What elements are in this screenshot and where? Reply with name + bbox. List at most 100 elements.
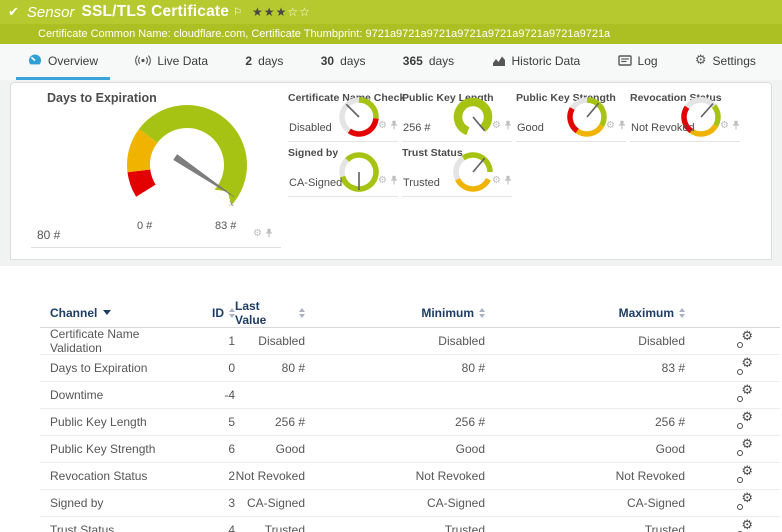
tab-historic-data[interactable]: Historic Data (480, 44, 593, 80)
cell-min: 80 # (461, 361, 485, 375)
gauge-settings-icon[interactable]: ⚙ (492, 120, 501, 131)
stars-filled[interactable]: ★★★ (252, 5, 288, 19)
channel-settings-icon[interactable]: ⚙ (737, 411, 753, 429)
gauge-cell-trust-status: Trust Status Trusted ⚙ (402, 142, 512, 197)
gauge-current-value: 80 # (37, 228, 61, 242)
gauge-cell-tools: ⚙ (720, 117, 740, 135)
cell-channel-name: Revocation Status (50, 469, 148, 483)
tab-30-days[interactable]: 30 days (309, 44, 378, 80)
sensor-kind-label: Sensor (26, 3, 75, 21)
chart-icon (492, 55, 506, 67)
tab-log[interactable]: Log (606, 44, 670, 80)
certificate-info-text: Certificate Common Name: cloudflare.com,… (38, 28, 611, 40)
cell-channel-name: Downtime (50, 388, 104, 402)
cell-last: Trusted (264, 523, 305, 532)
sort-icon (479, 307, 485, 318)
flag-icon[interactable]: ⚐ (233, 6, 243, 18)
gauge-pin-icon[interactable] (618, 117, 626, 135)
cell-min: CA-Signed (426, 496, 485, 510)
column-label: Minimum (421, 305, 474, 320)
gauge-title: Days to Expiration (47, 91, 157, 105)
cell-id: 1 (228, 334, 235, 348)
channel-settings-icon[interactable]: ⚙ (737, 384, 753, 402)
channel-settings-icon[interactable]: ⚙ (737, 465, 753, 483)
tab-365-days[interactable]: 365 days (391, 44, 466, 80)
table-row: Certificate Name Validation 1 Disabled Disa… (40, 327, 780, 355)
priority-stars[interactable]: ★★★☆☆ (252, 5, 311, 19)
column-header-max[interactable]: Maximum (485, 306, 685, 320)
gauge-title: Signed by (288, 147, 339, 159)
gauge-settings-icon[interactable]: ⚙ (720, 120, 729, 131)
cell-channel-name: Trust Status (50, 523, 115, 532)
cell-last: CA-Signed (246, 496, 305, 510)
tab-label: Settings (712, 53, 756, 68)
cell-min: Not Revoked (415, 469, 485, 483)
gauge-cell-certificate-name-check: Certificate Name Check Disabled ⚙ (288, 87, 406, 142)
stars-empty[interactable]: ☆☆ (287, 5, 311, 19)
channel-settings-icon[interactable]: ⚙ (737, 330, 753, 348)
sensor-header: ✔ Sensor SSL/TLS Certificate ⚐ ★★★☆☆ (0, 0, 782, 24)
tab-2-days[interactable]: 2 days (233, 44, 295, 80)
gauge-end-marker: x (229, 199, 235, 209)
tab-label: days (428, 53, 455, 68)
cell-actions: ⚙ (685, 357, 780, 375)
trust-status-gauge (453, 152, 493, 192)
column-header-channel[interactable]: Channel (40, 306, 190, 320)
gauge-pin-icon[interactable] (390, 117, 398, 135)
sort-icon (229, 307, 235, 318)
sort-desc-icon (103, 310, 112, 315)
gauge-value: 256 # (403, 122, 431, 134)
cell-actions: ⚙ (685, 519, 780, 532)
cell-id: 3 (228, 496, 235, 510)
cell-actions: ⚙ (685, 465, 780, 483)
log-icon (617, 55, 632, 66)
tab-live-data[interactable]: Live Data (123, 44, 220, 80)
gauge-pin-icon[interactable] (390, 172, 398, 190)
gauge-value: CA-Signed (289, 177, 343, 189)
cell-id: -4 (224, 388, 235, 402)
channel-settings-icon[interactable]: ⚙ (737, 438, 753, 456)
gauge-settings-icon[interactable]: ⚙ (378, 175, 387, 186)
cell-channel-name: Public Key Strength (50, 442, 156, 456)
gauge-cell-tools: ⚙ (378, 117, 398, 135)
gauge-settings-icon[interactable]: ⚙ (378, 120, 387, 131)
gauge-settings-icon[interactable]: ⚙ (253, 228, 262, 239)
tab-label: Live Data (157, 53, 209, 68)
channel-settings-icon[interactable]: ⚙ (737, 492, 753, 510)
gauge-pin-icon[interactable] (504, 117, 512, 135)
tab-settings[interactable]: ⚙ Settings (683, 44, 768, 80)
gauge-settings-icon[interactable]: ⚙ (606, 120, 615, 131)
gauge-pin-icon[interactable] (265, 225, 273, 243)
tab-overview[interactable]: Overview (16, 44, 111, 80)
gauge-pin-icon[interactable] (504, 172, 512, 190)
column-label: Last Value (235, 298, 267, 327)
cell-channel-name: Certificate Name Validation (50, 327, 140, 355)
sensor-subtitle: Certificate Common Name: cloudflare.com,… (0, 24, 782, 44)
gauge-cell-days-to-expiration: Days to Expiration 0 # 83 # x 80 # ⚙ (31, 87, 281, 248)
gauge-pin-icon[interactable] (732, 117, 740, 135)
gauge-cell-tools: ⚙ (492, 172, 512, 190)
public-key-length-gauge (453, 97, 493, 136)
table-row: Revocation Status 2 Not Revoked Not Revoked… (40, 463, 780, 490)
cell-id: 5 (228, 415, 235, 429)
signed-by-gauge (339, 152, 379, 192)
column-label: Channel (50, 305, 98, 320)
channel-settings-icon[interactable]: ⚙ (737, 519, 753, 532)
table-row: Public Key Length 5 256 # 256 # 256 # ⚙ (40, 409, 780, 436)
gauge-settings-icon[interactable]: ⚙ (492, 175, 501, 186)
tab-label: days (340, 53, 366, 68)
tab-number: 365 (402, 53, 423, 68)
column-header-last[interactable]: Last Value (235, 299, 305, 327)
cell-max: Trusted (644, 523, 685, 532)
sort-icon (679, 307, 685, 318)
cell-last: Good (275, 442, 305, 456)
column-header-min[interactable]: Minimum (305, 306, 485, 320)
column-header-id[interactable]: ID (190, 306, 235, 320)
gear-icon: ⚙ (694, 53, 707, 68)
channel-settings-icon[interactable]: ⚙ (737, 357, 753, 375)
gauge-title: Certificate Name Check (288, 92, 406, 104)
table-row: Trust Status 4 Trusted Trusted Trusted ⚙ (40, 517, 780, 532)
days-to-expiration-gauge (126, 105, 247, 209)
tab-number: 2 (245, 53, 253, 68)
